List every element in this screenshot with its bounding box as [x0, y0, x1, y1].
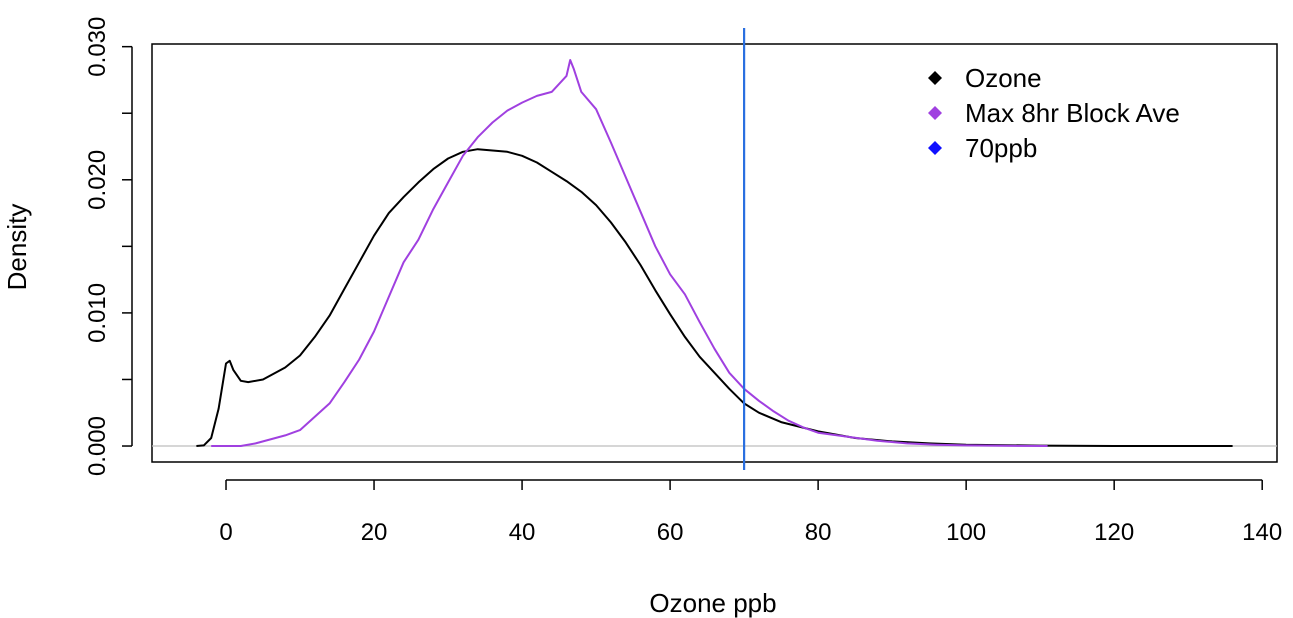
x-axis: 0 20 40 60 80 100 120 140 [219, 479, 1282, 546]
x-tick-label: 20 [361, 519, 388, 546]
legend-marker [928, 71, 942, 85]
x-tick-label: 140 [1242, 519, 1282, 546]
plot-area [151, 43, 1278, 463]
x-tick-label: 120 [1094, 519, 1134, 546]
x-axis-title: Ozone ppb [649, 588, 776, 618]
x-tick-label: 0 [219, 519, 232, 546]
legend-entry: Max 8hr Block Ave [928, 98, 1180, 128]
legend-marker [928, 106, 942, 120]
legend-marker [928, 141, 942, 155]
legend-entry: Ozone [928, 63, 1042, 93]
y-tick-label: 0.010 [84, 283, 111, 343]
y-axis: 0.000 0.010 0.020 0.030 [84, 17, 133, 476]
y-axis-title: Density [2, 204, 32, 291]
x-tick-label: 60 [657, 519, 684, 546]
x-tick-label: 100 [946, 519, 986, 546]
legend-label: Max 8hr Block Ave [965, 98, 1180, 128]
y-tick-label: 0.030 [84, 17, 111, 77]
series-layer [196, 59, 1233, 447]
series-line-max-8hr-block-ave [211, 59, 1048, 447]
x-tick-label: 80 [805, 519, 832, 546]
legend: Ozone Max 8hr Block Ave 70ppb [928, 63, 1180, 163]
plot-frame [151, 43, 1278, 463]
x-tick-label: 40 [509, 519, 536, 546]
y-tick-label: 0.020 [84, 150, 111, 210]
legend-label: 70ppb [965, 133, 1037, 163]
y-tick-label: 0.000 [84, 416, 111, 476]
series-line-ozone [196, 148, 1233, 447]
legend-label: Ozone [965, 63, 1042, 93]
legend-entry: 70ppb [928, 133, 1037, 163]
